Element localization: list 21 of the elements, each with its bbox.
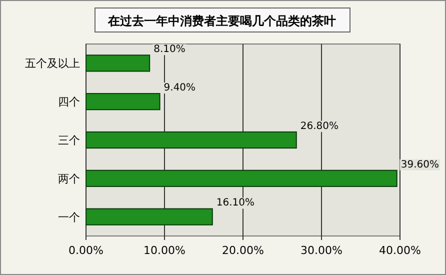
bar bbox=[86, 54, 150, 72]
bar bbox=[86, 93, 160, 110]
data-label: 16.10% bbox=[216, 198, 255, 209]
bar bbox=[86, 131, 297, 149]
data-label: 9.40% bbox=[164, 82, 196, 94]
x-tick-label: 20.00% bbox=[222, 244, 264, 257]
data-label: 8.10% bbox=[154, 44, 186, 56]
x-tick-label: 0.00% bbox=[68, 244, 104, 257]
x-tick-label: 30.00% bbox=[300, 244, 342, 257]
y-tick-label: 三个 bbox=[58, 134, 80, 147]
data-label: 39.60% bbox=[400, 159, 439, 170]
y-tick-label: 四个 bbox=[58, 96, 80, 109]
data-label: 26.80% bbox=[300, 120, 339, 132]
x-tick-label: 40.00% bbox=[379, 244, 421, 257]
y-tick-label: 两个 bbox=[58, 172, 80, 186]
y-tick-label: 一个 bbox=[58, 210, 80, 224]
chart-title: 在过去一年中消费者主要喝几个品类的茶叶 bbox=[107, 14, 336, 28]
y-tick-label: 五个及以上 bbox=[25, 57, 80, 70]
bar bbox=[86, 170, 398, 187]
x-tick-label: 10.00% bbox=[144, 244, 186, 257]
bar bbox=[86, 208, 213, 226]
